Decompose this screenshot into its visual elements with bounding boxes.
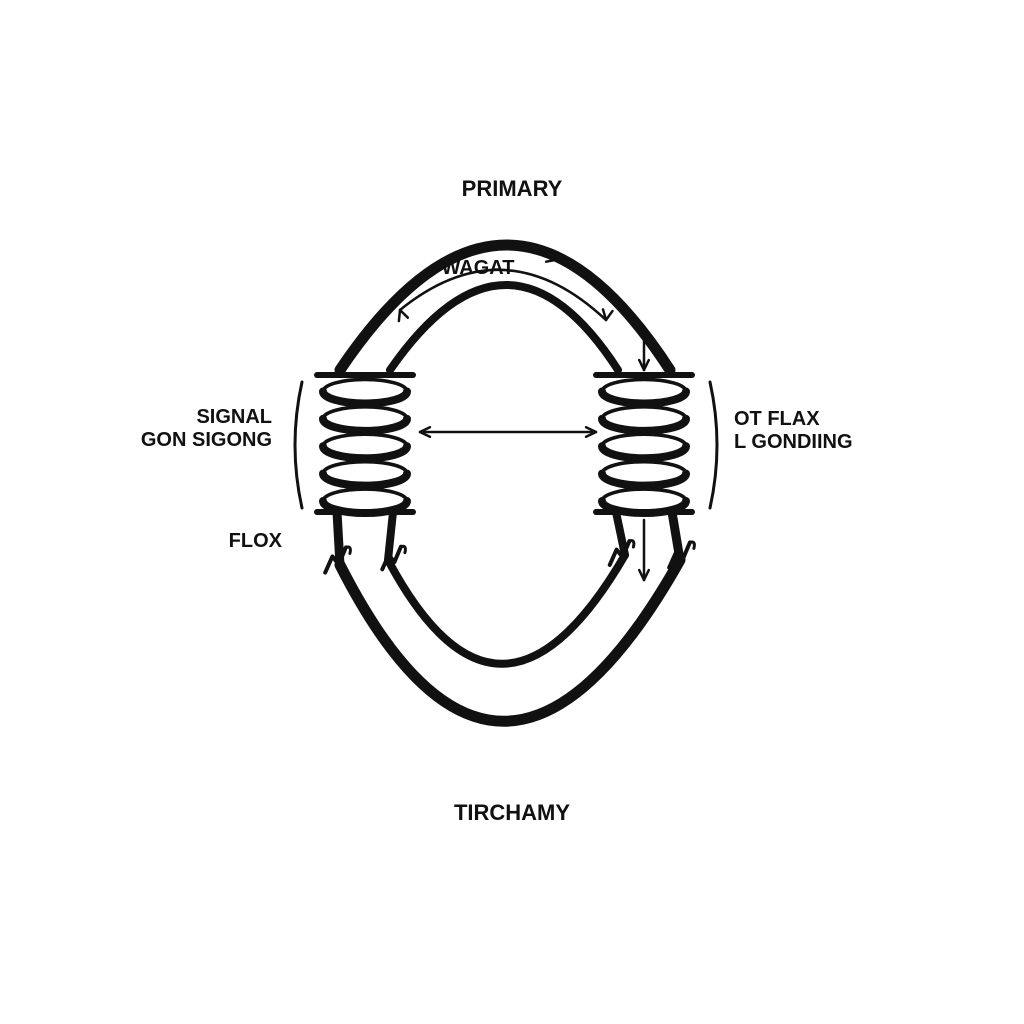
label-signal: SIGNAL GON SIGONG — [141, 406, 272, 452]
diagram-canvas: { "canvas": { "width": 1024, "height": 1… — [0, 0, 1024, 1024]
label-tirchamy: TIRCHAMY — [454, 800, 570, 825]
label-otflax: OT FLAX L GONDIING — [734, 408, 853, 454]
label-primary: PRIMARY — [462, 176, 563, 201]
diagram-svg — [0, 0, 1024, 1024]
label-wagat: WAGAT — [442, 257, 515, 280]
label-flox: FLOX — [229, 530, 282, 553]
